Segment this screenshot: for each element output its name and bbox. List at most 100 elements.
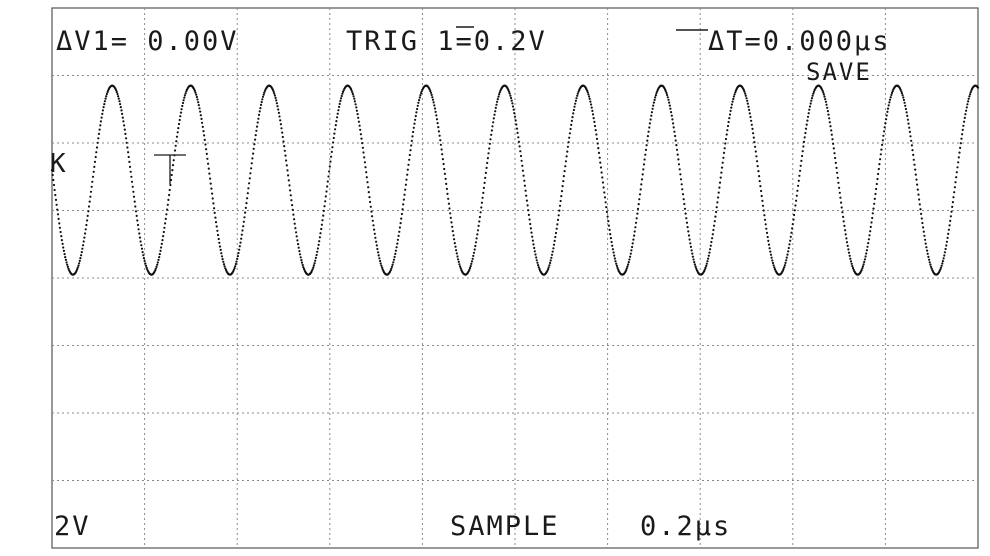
waveform-sample-point	[244, 206, 247, 209]
waveform-sample-point	[799, 169, 802, 172]
waveform-sample-point	[566, 145, 570, 148]
waveform-sample-point	[172, 159, 175, 162]
waveform-sample-point	[472, 254, 475, 257]
waveform-sample-point	[218, 245, 222, 248]
waveform-sample-point	[910, 144, 914, 147]
waveform-sample-point	[928, 258, 931, 261]
waveform-sample-point	[910, 139, 913, 142]
waveform-sample-point	[560, 190, 564, 193]
waveform-sample-point	[785, 256, 788, 259]
waveform-sample-point	[491, 125, 494, 128]
waveform-sample-point	[590, 106, 593, 109]
waveform-sample-point	[678, 168, 681, 171]
waveform-sample-point	[650, 111, 654, 114]
waveform-sample-point	[363, 156, 366, 159]
waveform-sample-point	[912, 158, 915, 161]
waveform-sample-point	[124, 132, 127, 135]
waveform-sample-point	[924, 238, 927, 241]
waveform-sample-point	[375, 244, 378, 247]
waveform-sample-point	[353, 100, 356, 103]
waveform-sample-point	[200, 117, 203, 120]
waveform-sample-point	[764, 223, 767, 226]
waveform-sample-point	[523, 184, 527, 187]
waveform-sample-point	[849, 260, 853, 263]
waveform-sample-point	[577, 90, 580, 93]
waveform-sample-point	[198, 107, 201, 110]
waveform-sample-point	[652, 101, 656, 104]
waveform-sample-point	[233, 267, 236, 270]
waveform-sample-point	[129, 170, 132, 173]
waveform-sample-point	[792, 218, 795, 221]
waveform-sample-point	[277, 111, 280, 114]
waveform-sample-point	[333, 132, 336, 135]
waveform-sample-point	[119, 103, 122, 106]
waveform-sample-point	[643, 158, 646, 161]
waveform-sample-point	[273, 94, 276, 97]
waveform-sample-point	[606, 215, 609, 218]
waveform-sample-point	[828, 121, 831, 124]
waveform-sample-point	[901, 94, 904, 97]
waveform-sample-point	[801, 154, 804, 158]
acquisition-mode-readout: SAMPLE	[450, 511, 560, 542]
waveform-sample-point	[888, 101, 891, 104]
waveform-sample-point	[548, 264, 551, 267]
waveform-sample-point	[688, 238, 691, 241]
waveform-sample-point	[646, 135, 650, 138]
waveform-sample-point	[645, 144, 648, 147]
waveform-sample-point	[300, 261, 304, 264]
waveform-sample-point	[750, 119, 753, 122]
waveform-sample-point	[213, 211, 216, 214]
waveform-sample-point	[884, 122, 887, 125]
waveform-sample-point	[511, 105, 515, 108]
waveform-sample-point	[468, 268, 471, 271]
waveform-sample-point	[713, 224, 716, 227]
waveform-sample-point	[128, 165, 132, 168]
waveform-sample-point	[447, 202, 450, 205]
waveform-sample-point	[89, 195, 92, 198]
waveform-sample-point	[949, 219, 952, 222]
waveform-sample-point	[564, 165, 567, 168]
waveform-sample-point	[367, 186, 370, 189]
waveform-sample-point	[238, 245, 241, 248]
waveform-sample-point	[246, 197, 249, 200]
waveform-sample-point	[963, 116, 966, 119]
waveform-sample-point	[433, 107, 437, 110]
waveform-sample-point	[351, 91, 354, 94]
waveform-sample-point	[863, 258, 867, 261]
waveform-sample-point	[908, 130, 912, 133]
waveform-sample-point	[879, 153, 882, 156]
waveform-sample-point	[136, 219, 139, 222]
waveform-sample-point	[808, 105, 812, 108]
waveform-sample-point	[915, 178, 918, 181]
waveform-sample-point	[597, 151, 601, 154]
waveform-sample-point	[886, 107, 890, 110]
waveform-sample-point	[695, 267, 698, 270]
waveform-sample-point	[797, 184, 800, 187]
waveform-sample-point	[614, 260, 617, 263]
waveform-sample-point	[293, 218, 296, 221]
waveform-sample-point	[881, 143, 884, 146]
waveform-sample-point	[845, 237, 848, 240]
waveform-sample-point	[851, 264, 854, 268]
waveform-sample-point	[279, 123, 282, 126]
waveform-sample-point	[869, 230, 872, 233]
waveform-sample-point	[765, 231, 769, 234]
waveform-sample-point	[945, 244, 948, 247]
waveform-sample-point	[866, 245, 869, 248]
waveform-sample-point	[295, 235, 298, 238]
waveform-sample-point	[457, 258, 460, 261]
waveform-sample-point	[744, 94, 747, 97]
waveform-sample-point	[392, 261, 395, 264]
waveform-sample-point	[78, 259, 81, 262]
waveform-sample-point	[414, 118, 417, 121]
waveform-sample-point	[746, 99, 749, 102]
waveform-sample-point	[205, 148, 208, 151]
waveform-sample-point	[447, 197, 450, 200]
waveform-sample-point	[734, 91, 737, 94]
waveform-sample-point	[370, 210, 373, 213]
waveform-sample-point	[838, 191, 841, 194]
waveform-sample-point	[395, 246, 398, 249]
waveform-sample-point	[918, 203, 921, 206]
waveform-sample-point	[407, 163, 410, 166]
waveform-sample-point	[80, 254, 83, 257]
